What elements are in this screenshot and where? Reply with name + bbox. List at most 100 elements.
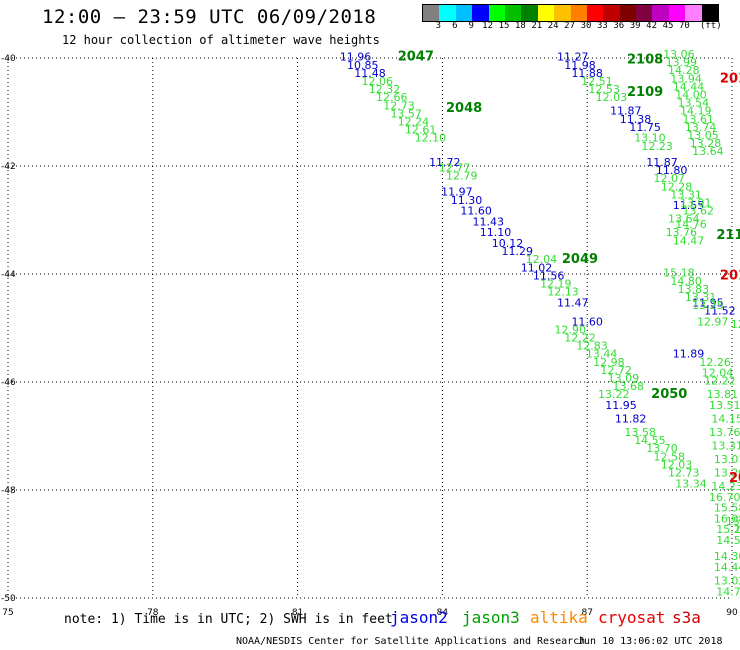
color-scale-label: 3 [435,21,442,31]
wave-height-value: 14.76 [675,218,707,231]
wave-height-values: 11.9610.8511.4811.7211.9711.3011.6011.43… [340,48,740,598]
credit-text: NOAA/NESDIS Center for Satellite Applica… [236,636,586,647]
wave-height-value: 11.30 [451,194,483,207]
wave-height-value: 12.07 [654,172,686,185]
wave-height-value: 16.08 [714,512,740,525]
wave-height-value: 12.83 [576,340,608,353]
wave-height-value: 15.3 [734,523,740,536]
lon-tick-label: 78 [147,608,159,618]
wave-height-value: 13.62 [682,205,714,218]
wave-height-value: 14.44 [673,80,705,93]
wave-height-value: 12.53 [588,83,620,96]
wave-height-value: 14.51 [716,534,740,547]
wave-height-value: 13.51 [709,399,740,412]
wave-height-value: 12.73 [668,467,700,480]
wave-height-value: 14.80 [670,275,702,288]
wave-height-value: 13.94 [670,72,702,85]
color-swatch [521,5,538,21]
wave-height-value: 12.90 [555,323,587,336]
wave-height-value: 11.02 [521,261,553,274]
wave-height-value: 13.68 [612,380,644,393]
wave-height-value: 11.38 [620,113,652,126]
wave-height-value: 11.89 [673,348,705,361]
pass-label: 2049 [562,252,598,267]
color-scale-label: (ft) [699,21,722,31]
wave-height-value: 12.72 [600,364,632,377]
wave-height-value: 12.04 [702,367,734,380]
wave-height-value: 14.30 [714,550,740,563]
wave-height-value: 12.77 [439,161,471,174]
wave-height-value: 11.95 [605,399,637,412]
wave-height-value: 11.88 [571,67,603,80]
wave-height-value: 13.83 [678,283,710,296]
color-scale-label: 21 [531,21,543,31]
wave-height-value: 13.22 [598,388,630,401]
wave-height-value: 11.87 [610,105,642,118]
lat-tick-label: -48 [1,486,16,496]
legend-jason3: jason3 [462,608,520,627]
color-scale-bar [422,4,720,22]
color-swatch [668,5,686,21]
wave-height-value: 14.47 [673,234,705,247]
color-scale-labels: 3 6 9 12 15 18 21 24 27 30 33 36 39 42 45 70 (ft) [422,21,738,33]
wave-height-value: 13.31 [711,440,740,453]
color-swatch [504,5,522,21]
wave-height-value: 13.70 [646,442,678,455]
color-swatch [652,5,669,21]
wave-height-value: 12.51 [581,75,613,88]
wave-height-value: 11.98 [564,59,596,72]
wave-height-value: 14.28 [668,64,700,77]
lon-tick-label: 87 [581,608,592,618]
pass-label: 2048 [446,101,482,116]
wave-height-value: 12.58 [654,450,686,463]
wave-height-value: 10.12 [492,237,524,250]
wave-height-value: 12.32 [369,83,401,96]
wave-height-value: 15.25 [716,523,740,536]
wave-height-value: 11.29 [501,245,533,258]
color-swatch [570,5,587,21]
wave-height-value: 13.64 [692,145,724,158]
wave-height-value: 12.04 [526,253,558,266]
wave-height-value: 12.03 [661,458,693,471]
page-title: 12:00 – 23:59 UTC 06/09/2018 [42,6,377,28]
wave-height-value: 13.57 [390,107,422,120]
wave-height-value: 11.96 [340,51,372,64]
lon-tick-label: 81 [292,608,303,618]
color-scale-label: 33 [596,21,608,31]
wave-height-value: 11.56 [533,269,565,282]
wave-height-value: 14.00 [675,89,707,102]
wave-height-value: 15.18 [663,267,695,280]
wave-height-value: 13.44 [586,348,618,361]
color-swatch [636,5,653,21]
map-grid [7,57,733,599]
wave-height-value: 13.81 [707,388,739,401]
timestamp-text: Jun 10 13:06:02 UTC 2018 [578,636,723,647]
color-swatch [488,5,505,21]
color-scale-label: 70 [678,21,690,31]
color-scale-label: 18 [514,21,526,31]
wave-height-value: 12.97 [697,315,729,328]
color-swatch [619,5,637,21]
wave-height-value: 12.22 [564,332,596,345]
pass-label: 2047 [398,50,434,65]
wave-height-value: 13.05 [687,129,719,142]
wave-height-value: 11.87 [646,156,678,169]
wave-height-value: 12.23 [641,140,673,153]
wave-height-value: 13.58 [625,426,657,439]
color-scale-label: 39 [629,21,641,31]
wave-height-value: 13.74 [685,121,717,134]
wave-height-value: 13.31 [670,188,702,201]
wave-height-value: 13.20 [714,467,740,480]
wave-height-value: 12.22 [704,375,736,388]
wave-height-value: 12.26 [699,356,731,369]
color-scale-label: 15 [498,21,510,31]
lat-tick-label: -44 [1,270,16,280]
wave-height-value: 15.78 [726,515,740,528]
wave-height-value: 12.85 [731,318,740,331]
color-scale-label: 42 [646,21,658,31]
pass-label: 2018 [720,71,740,86]
wave-height-value: 13.31 [685,291,717,304]
wave-height-value: 11.75 [629,121,661,134]
wave-height-value: 11.55 [673,199,705,212]
